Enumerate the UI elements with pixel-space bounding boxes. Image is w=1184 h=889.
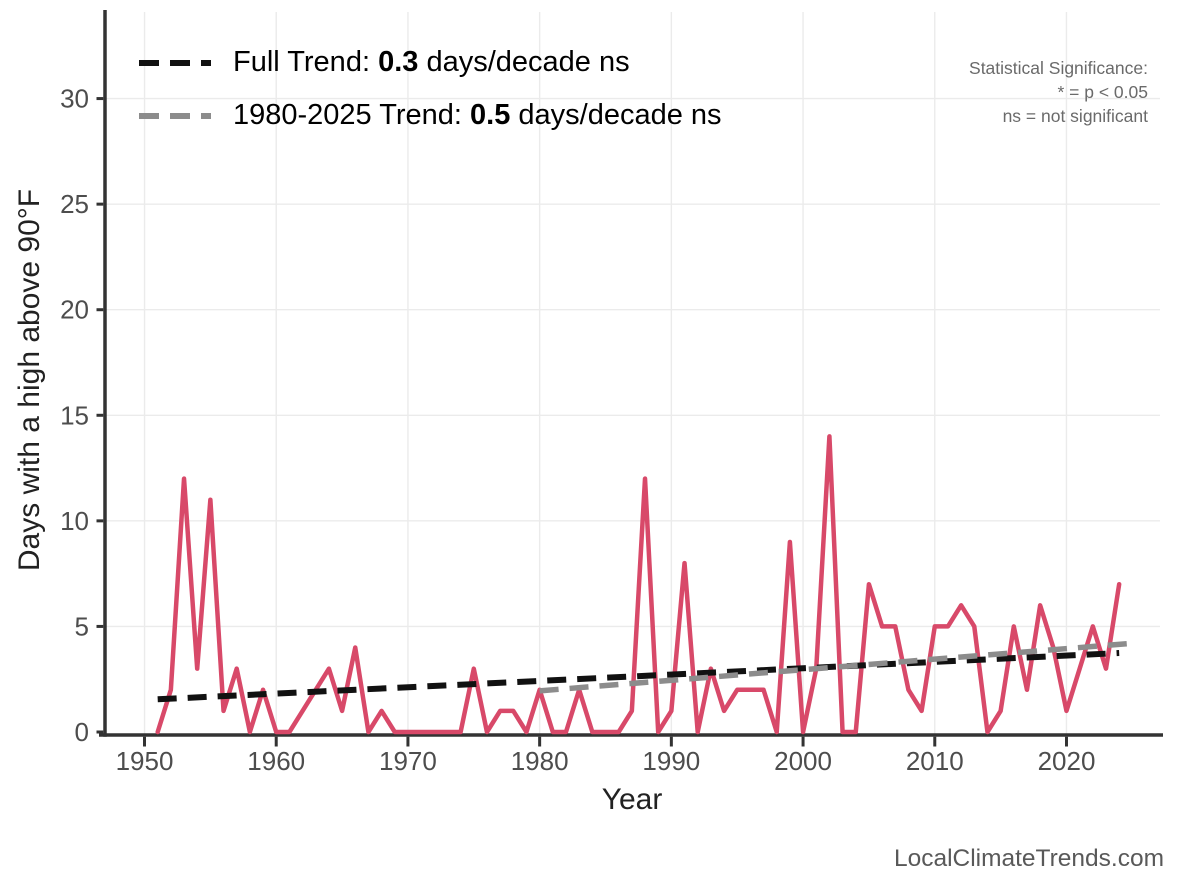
y-tick-label: 0 <box>75 717 89 747</box>
x-tick-label: 1990 <box>642 746 700 776</box>
y-tick-label: 20 <box>60 295 89 325</box>
watermark: LocalClimateTrends.com <box>893 845 1164 872</box>
significance-line-ns: ns = not significant <box>1002 106 1148 126</box>
y-tick-label: 5 <box>75 611 89 641</box>
y-tick-label: 15 <box>60 400 89 430</box>
significance-note: Statistical Significance: * = p < 0.05 n… <box>969 56 1148 128</box>
x-tick-label: 1960 <box>247 746 305 776</box>
x-tick-label: 2000 <box>774 746 832 776</box>
y-axis-title: Days with a high above 90°F <box>13 188 46 572</box>
recent-trend-dash-swatch <box>139 112 211 119</box>
trend-line-recent <box>539 641 1128 694</box>
x-tick-label: 2020 <box>1038 746 1096 776</box>
significance-title: Statistical Significance: <box>969 58 1148 78</box>
y-tick-label: 30 <box>60 84 89 114</box>
x-tick-label: 1970 <box>379 746 437 776</box>
x-tick-label: 1980 <box>511 746 569 776</box>
legend-item-full-trend: Full Trend: 0.3 days/decade ns <box>137 36 722 89</box>
x-axis-title: Year <box>601 783 663 816</box>
y-tick-label: 10 <box>60 506 89 536</box>
legend: Full Trend: 0.3 days/decade ns 1980-2025… <box>137 36 722 142</box>
legend-label-full-trend: Full Trend: 0.3 days/decade ns <box>233 46 630 78</box>
full-trend-dash-swatch <box>139 59 211 66</box>
legend-item-recent-trend: 1980-2025 Trend: 0.5 days/decade ns <box>137 89 722 142</box>
legend-label-recent-trend: 1980-2025 Trend: 0.5 days/decade ns <box>233 99 722 131</box>
trend-line-full <box>157 650 1120 703</box>
data-line <box>155 434 1122 735</box>
x-tick-label: 2010 <box>906 746 964 776</box>
x-tick-label: 1950 <box>116 746 174 776</box>
significance-line-star: * = p < 0.05 <box>1057 82 1149 102</box>
y-tick-label: 25 <box>60 189 89 219</box>
